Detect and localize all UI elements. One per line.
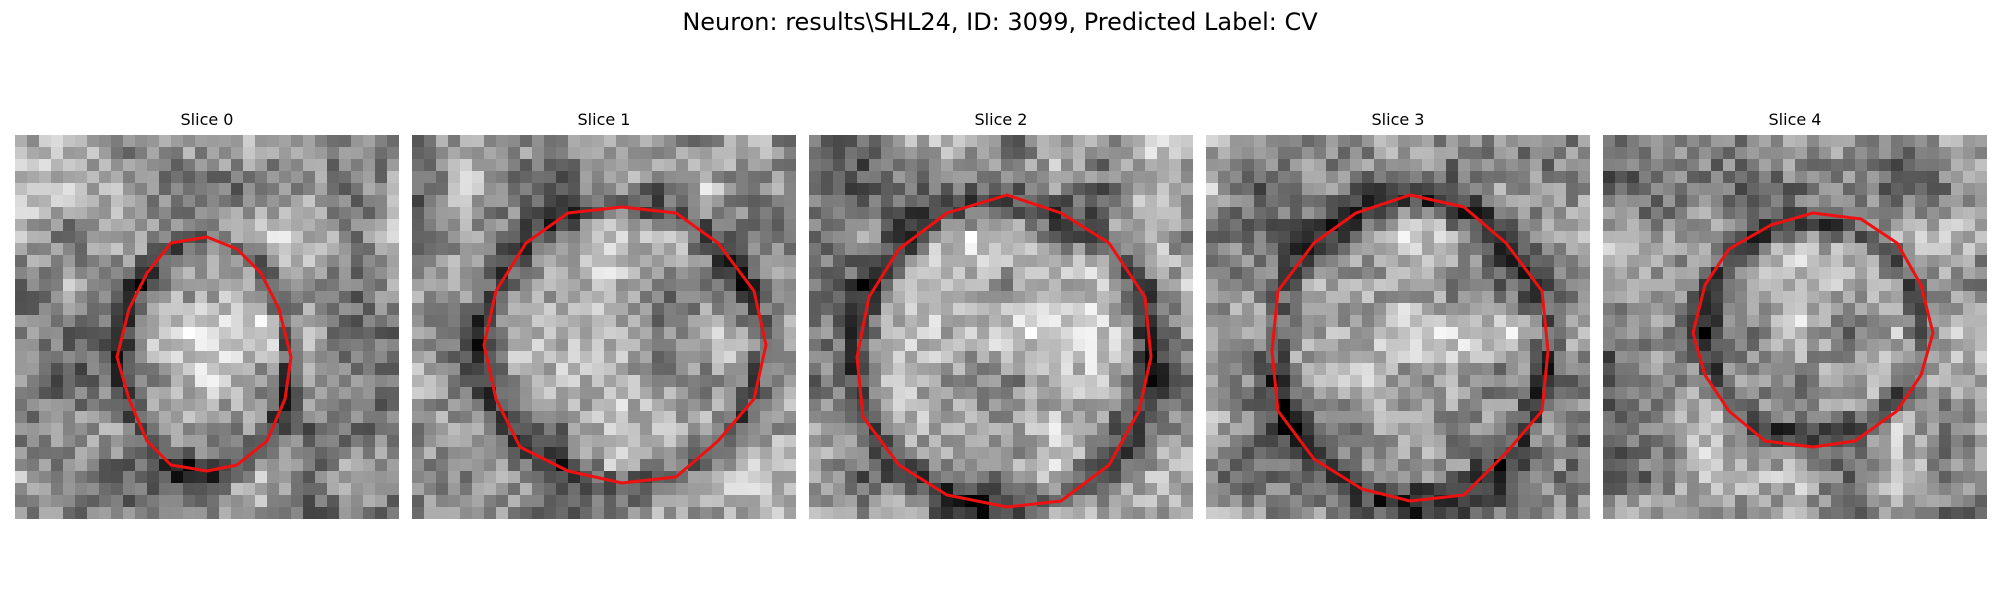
slice-2-svg bbox=[809, 135, 1193, 519]
slice-1-image bbox=[412, 135, 796, 519]
slice-3-image bbox=[1206, 135, 1590, 519]
slice-2-title: Slice 2 bbox=[974, 110, 1028, 129]
slice-4-image bbox=[1603, 135, 1987, 519]
slice-0-svg bbox=[15, 135, 399, 519]
slice-0-contour bbox=[115, 235, 293, 473]
slice-4-svg bbox=[1603, 135, 1987, 519]
slice-1-contour bbox=[482, 205, 768, 485]
slice-2-image bbox=[809, 135, 1193, 519]
slice-3-svg bbox=[1206, 135, 1590, 519]
figure-title: Neuron: results\SHL24, ID: 3099, Predict… bbox=[682, 8, 1318, 36]
slice-4-contour bbox=[1691, 211, 1935, 449]
slice-4-title: Slice 4 bbox=[1768, 110, 1822, 129]
slice-1-title: Slice 1 bbox=[577, 110, 631, 129]
slice-3-title: Slice 3 bbox=[1371, 110, 1425, 129]
slice-1-svg bbox=[412, 135, 796, 519]
slice-0-title: Slice 0 bbox=[180, 110, 234, 129]
slice-3-contour bbox=[1270, 193, 1550, 503]
slice-0-image bbox=[15, 135, 399, 519]
slice-2-contour bbox=[855, 193, 1153, 509]
